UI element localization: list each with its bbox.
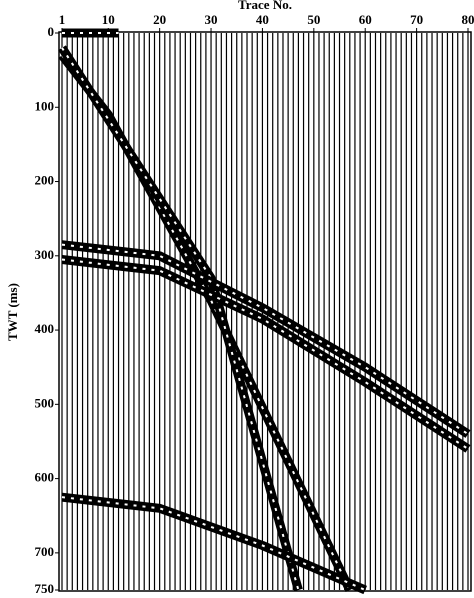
x-tick-label: 80 xyxy=(462,12,474,27)
x-tick-label: 60 xyxy=(359,12,372,27)
x-tick-label: 10 xyxy=(102,12,115,27)
y-tick-label: 400 xyxy=(35,321,55,336)
y-tick-label: 500 xyxy=(35,395,55,410)
x-tick-label: 1 xyxy=(59,12,66,27)
x-tick-label: 30 xyxy=(205,12,218,27)
y-tick-label: 300 xyxy=(35,247,55,262)
y-tick-label: 0 xyxy=(48,24,55,39)
event-texture xyxy=(61,496,366,591)
x-tick-label: 70 xyxy=(410,12,423,27)
y-axis-label: TWT (ms) xyxy=(5,283,20,341)
y-tick-label: 700 xyxy=(35,544,55,559)
event-texture xyxy=(61,243,469,435)
plot-frame xyxy=(58,31,472,592)
chart-title: Trace No. xyxy=(238,0,292,12)
event-texture xyxy=(61,258,469,450)
x-tick-label: 20 xyxy=(153,12,166,27)
seismic-event xyxy=(61,492,368,595)
event-texture xyxy=(61,47,300,591)
x-tick-label: 40 xyxy=(256,12,269,27)
y-tick-label: 100 xyxy=(35,98,55,113)
x-tick-label: 50 xyxy=(307,12,320,27)
y-tick-label: 200 xyxy=(35,173,55,188)
y-tick-label: 600 xyxy=(35,470,55,485)
y-tick-label: 750 xyxy=(35,581,55,596)
